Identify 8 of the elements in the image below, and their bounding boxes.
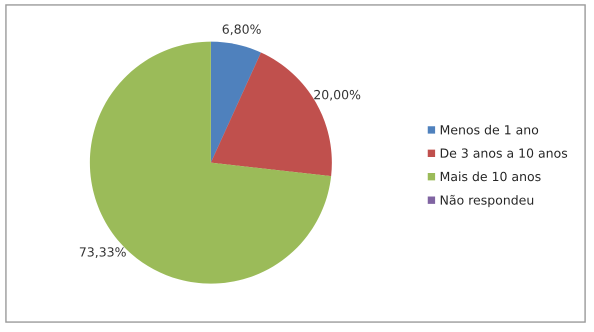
legend-label: Não respondeu — [440, 194, 534, 208]
data-label: 6,80% — [222, 24, 261, 36]
data-label: 73,33% — [80, 247, 126, 258]
legend-label: Menos de 1 ano — [440, 124, 538, 134]
legend-label: De 3 anos a 10 anos — [440, 148, 568, 158]
legend-label: Mais de 10 anos — [440, 172, 541, 182]
pie-slice — [210, 42, 261, 163]
data-label: 20,00% — [314, 90, 360, 101]
